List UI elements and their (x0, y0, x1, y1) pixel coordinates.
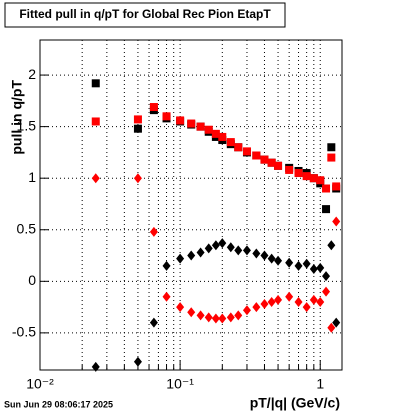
diamond-marker (234, 310, 243, 321)
diamond-marker (252, 302, 261, 313)
square-marker (316, 176, 325, 185)
square-marker (327, 143, 336, 152)
diamond-marker (332, 317, 341, 328)
y-tick-label: -0.5 (12, 324, 36, 340)
square-marker (242, 147, 251, 156)
x-tick-label: 10⁻¹ (166, 376, 194, 392)
diamond-marker (302, 258, 311, 269)
diamond-marker (260, 299, 269, 309)
diamond-marker (162, 260, 171, 271)
diamond-marker (285, 291, 294, 302)
diamond-marker (274, 255, 283, 266)
diamond-marker (149, 317, 158, 328)
diamond-marker (242, 245, 251, 256)
square-marker (267, 158, 276, 167)
y-tick-label: 1 (28, 169, 36, 185)
square-marker (252, 151, 261, 160)
plot-frame (39, 39, 343, 371)
square-marker (211, 129, 220, 138)
square-marker (309, 174, 318, 183)
square-marker (149, 103, 158, 112)
diamond-marker (133, 356, 142, 367)
diamond-marker (187, 307, 196, 318)
square-marker (285, 165, 294, 174)
square-marker (274, 161, 283, 170)
diamond-marker (309, 294, 318, 305)
square-marker (260, 155, 269, 164)
diamond-marker (91, 361, 100, 372)
diamond-marker (176, 253, 185, 264)
footer: Sun Jun 29 08:06:17 2025 (4, 399, 113, 409)
diamond-marker (196, 247, 205, 258)
diamond-marker (196, 310, 205, 321)
diamond-marker (91, 173, 100, 184)
title-box (4, 2, 286, 28)
y-tick-label: 0 (28, 272, 36, 288)
square-marker (204, 125, 213, 134)
diamond-marker (294, 296, 303, 307)
square-marker (133, 124, 142, 133)
y-tick-label: 0.5 (17, 220, 37, 236)
square-marker (91, 79, 100, 88)
diamond-marker (211, 240, 220, 251)
square-marker (187, 119, 196, 128)
diamond-marker (294, 260, 303, 271)
square-marker (226, 138, 235, 147)
diamond-marker (234, 245, 243, 256)
square-marker (302, 172, 311, 181)
diamond-marker (204, 312, 213, 323)
y-tick-label: 1.5 (17, 117, 37, 133)
square-marker (332, 182, 341, 191)
diamond-marker (226, 242, 235, 253)
diamond-marker (302, 302, 311, 313)
diamond-marker (218, 313, 227, 324)
diamond-marker (327, 240, 336, 251)
diamond-marker (327, 322, 336, 333)
diamond-marker (322, 271, 331, 282)
diamond-marker (187, 250, 196, 261)
x-tick-label: 10⁻² (26, 376, 54, 392)
diamond-marker (309, 263, 318, 274)
diamond-marker (226, 312, 235, 323)
diamond-marker (204, 243, 213, 254)
diamond-marker (211, 313, 220, 324)
square-marker (294, 169, 303, 178)
diamond-marker (322, 286, 331, 297)
x-axis-label: pT/|q| (GeV/c) (250, 395, 340, 411)
square-marker (91, 117, 100, 126)
square-marker (322, 184, 331, 193)
chart-title: Fitted pull in q/pT for Global Rec Pion … (19, 7, 271, 21)
diamond-marker (162, 291, 171, 302)
diamond-marker (267, 253, 276, 264)
square-marker (196, 122, 205, 131)
diamond-marker (274, 294, 283, 305)
diamond-marker (316, 296, 325, 307)
square-marker (176, 116, 185, 125)
diamond-marker (267, 296, 276, 307)
diamond-marker (285, 257, 294, 268)
diamond-marker (149, 226, 158, 237)
square-marker (234, 143, 243, 152)
square-marker (322, 205, 331, 214)
x-tick-label: 1 (316, 376, 324, 392)
diamond-marker (218, 238, 227, 249)
y-axis-label: pull in q/pT (9, 80, 25, 155)
diamond-marker (242, 305, 251, 316)
diamond-marker (252, 248, 261, 259)
diamond-marker (316, 262, 325, 273)
square-marker (162, 112, 171, 121)
diamond-marker (133, 173, 142, 184)
diamond-marker (332, 216, 341, 227)
diamond-marker (176, 302, 185, 313)
square-marker (133, 115, 142, 124)
square-marker (218, 132, 227, 141)
square-marker (327, 153, 336, 162)
y-tick-label: 2 (28, 66, 36, 82)
diamond-marker (260, 250, 269, 261)
